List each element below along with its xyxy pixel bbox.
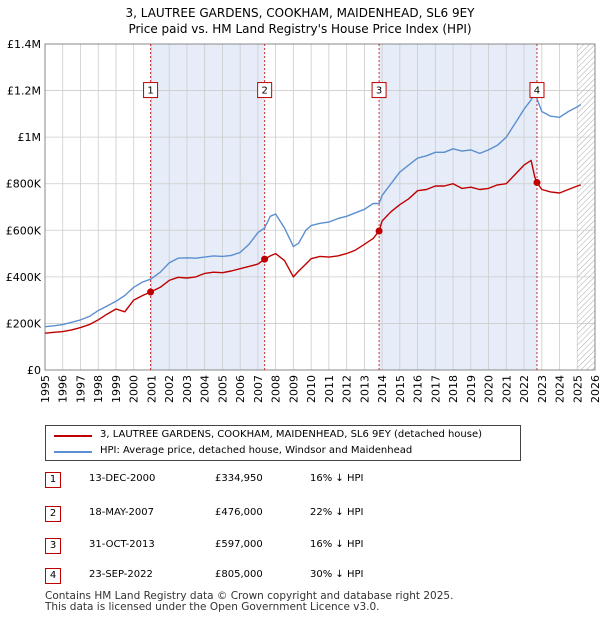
sale-date: 13-DEC-2000 (89, 473, 156, 484)
sale-date: 23-SEP-2022 (89, 569, 153, 580)
x-tick-label: 2002 (163, 375, 176, 403)
sale-point (147, 288, 155, 296)
x-tick-label: 2013 (358, 375, 371, 403)
x-tick-label: 2026 (589, 375, 600, 403)
x-tick-label: 2025 (571, 375, 584, 403)
x-tick-label: 1997 (74, 375, 87, 403)
x-tick-label: 2019 (465, 375, 478, 403)
footer-copyright: Contains HM Land Registry data © Crown c… (45, 590, 454, 602)
sale-number-badge: 3 (45, 538, 61, 554)
sale-hpi-diff: 16% ↓ HPI (310, 539, 364, 550)
x-tick-label: 2021 (500, 375, 513, 403)
x-tick-label: 2024 (554, 375, 567, 403)
sale-label-box (371, 82, 387, 99)
x-tick-label: 1996 (57, 375, 70, 403)
x-tick-label: 2012 (341, 375, 354, 403)
x-tick-label: 2010 (305, 375, 318, 403)
y-tick-label: £1.2M (7, 85, 41, 98)
sale-hpi-diff: 22% ↓ HPI (310, 507, 364, 518)
x-tick-label: 2006 (234, 375, 247, 403)
x-tick-label: 2008 (270, 375, 283, 403)
y-tick-label: £1M (18, 131, 42, 144)
sale-label-box (529, 82, 545, 99)
footer-licence: This data is licensed under the Open Gov… (45, 601, 380, 613)
sale-label-number: 1 (147, 86, 153, 97)
sale-point (261, 255, 269, 263)
legend-label-property: 3, LAUTREE GARDENS, COOKHAM, MAIDENHEAD,… (100, 429, 483, 440)
x-tick-label: 2009 (287, 375, 300, 403)
sale-row: 3 31-OCT-2013 £597,000 16% ↓ HPI (45, 538, 445, 558)
price-chart: £0 £200K £400K £600K £800K £1M £1.2M £1.4M 1995 1… (6, 38, 600, 403)
sale-price: £597,000 (215, 539, 263, 550)
x-tick-label: 2003 (181, 375, 194, 403)
x-tick-label: 2005 (216, 375, 229, 403)
x-tick-label: 2023 (536, 375, 549, 403)
x-tick-label: 2011 (323, 375, 336, 403)
ownership-band (379, 44, 537, 370)
sale-row: 1 13-DEC-2000 £334,950 16% ↓ HPI (45, 472, 445, 492)
sale-point (375, 227, 383, 235)
sale-date: 31-OCT-2013 (89, 539, 155, 550)
x-tick-label: 2016 (412, 375, 425, 403)
y-tick-label: £800K (6, 178, 42, 191)
y-tick-label: £600K (6, 224, 42, 237)
x-tick-label: 2000 (128, 375, 141, 403)
sale-number-badge: 1 (45, 472, 61, 488)
x-tick-label: 2001 (145, 375, 158, 403)
y-tick-label: £400K (6, 271, 42, 284)
x-tick-label: 2020 (483, 375, 496, 403)
x-tick-label: 1995 (39, 375, 52, 403)
footer-attribution: Contains HM Land Registry data © Crown c… (45, 591, 453, 613)
chart-subtitle: Price paid vs. HM Land Registry's House … (128, 22, 472, 36)
legend-swatch-property (54, 435, 92, 437)
y-tick-label: £200K (6, 317, 42, 330)
sale-row: 2 18-MAY-2007 £476,000 22% ↓ HPI (45, 506, 445, 526)
sale-date: 18-MAY-2007 (89, 507, 155, 518)
chart-legend: 3, LAUTREE GARDENS, COOKHAM, MAIDENHEAD,… (45, 425, 521, 461)
ownership-band (150, 44, 265, 370)
legend-swatch-hpi (54, 451, 92, 453)
chart-title: 3, LAUTREE GARDENS, COOKHAM, MAIDENHEAD,… (125, 6, 475, 20)
x-tick-label: 2022 (518, 375, 531, 403)
sale-label-number: 2 (261, 86, 267, 97)
y-tick-label: £1.4M (7, 38, 41, 51)
forecast-hatch (577, 44, 595, 370)
sale-hpi-diff: 16% ↓ HPI (310, 473, 364, 484)
sale-label-box (257, 82, 273, 99)
sale-point (533, 179, 541, 187)
x-tick-label: 2017 (429, 375, 442, 403)
sale-label-number: 4 (534, 86, 540, 97)
x-tick-label: 1999 (110, 375, 123, 403)
sale-number-badge: 2 (45, 506, 61, 522)
sale-label-box (143, 82, 159, 99)
x-tick-label: 1998 (92, 375, 105, 403)
legend-label-hpi: HPI: Average price, detached house, Wind… (100, 445, 413, 456)
sale-price: £805,000 (215, 569, 263, 580)
x-tick-label: 2004 (199, 375, 212, 403)
sale-hpi-diff: 30% ↓ HPI (310, 569, 364, 580)
hpi-line (45, 92, 582, 328)
x-tick-label: 2007 (252, 375, 265, 403)
x-tick-label: 2015 (394, 375, 407, 403)
sale-label-number: 3 (376, 86, 382, 97)
sale-price: £476,000 (215, 507, 263, 518)
plot-border (44, 43, 596, 371)
sale-number-badge: 4 (45, 568, 61, 584)
sale-row: 4 23-SEP-2022 £805,000 30% ↓ HPI (45, 568, 445, 588)
x-tick-label: 2018 (447, 375, 460, 403)
x-tick-label: 2014 (376, 375, 389, 403)
y-tick-label: £0 (27, 364, 41, 377)
property-price-line (45, 159, 582, 334)
sale-price: £334,950 (215, 473, 263, 484)
